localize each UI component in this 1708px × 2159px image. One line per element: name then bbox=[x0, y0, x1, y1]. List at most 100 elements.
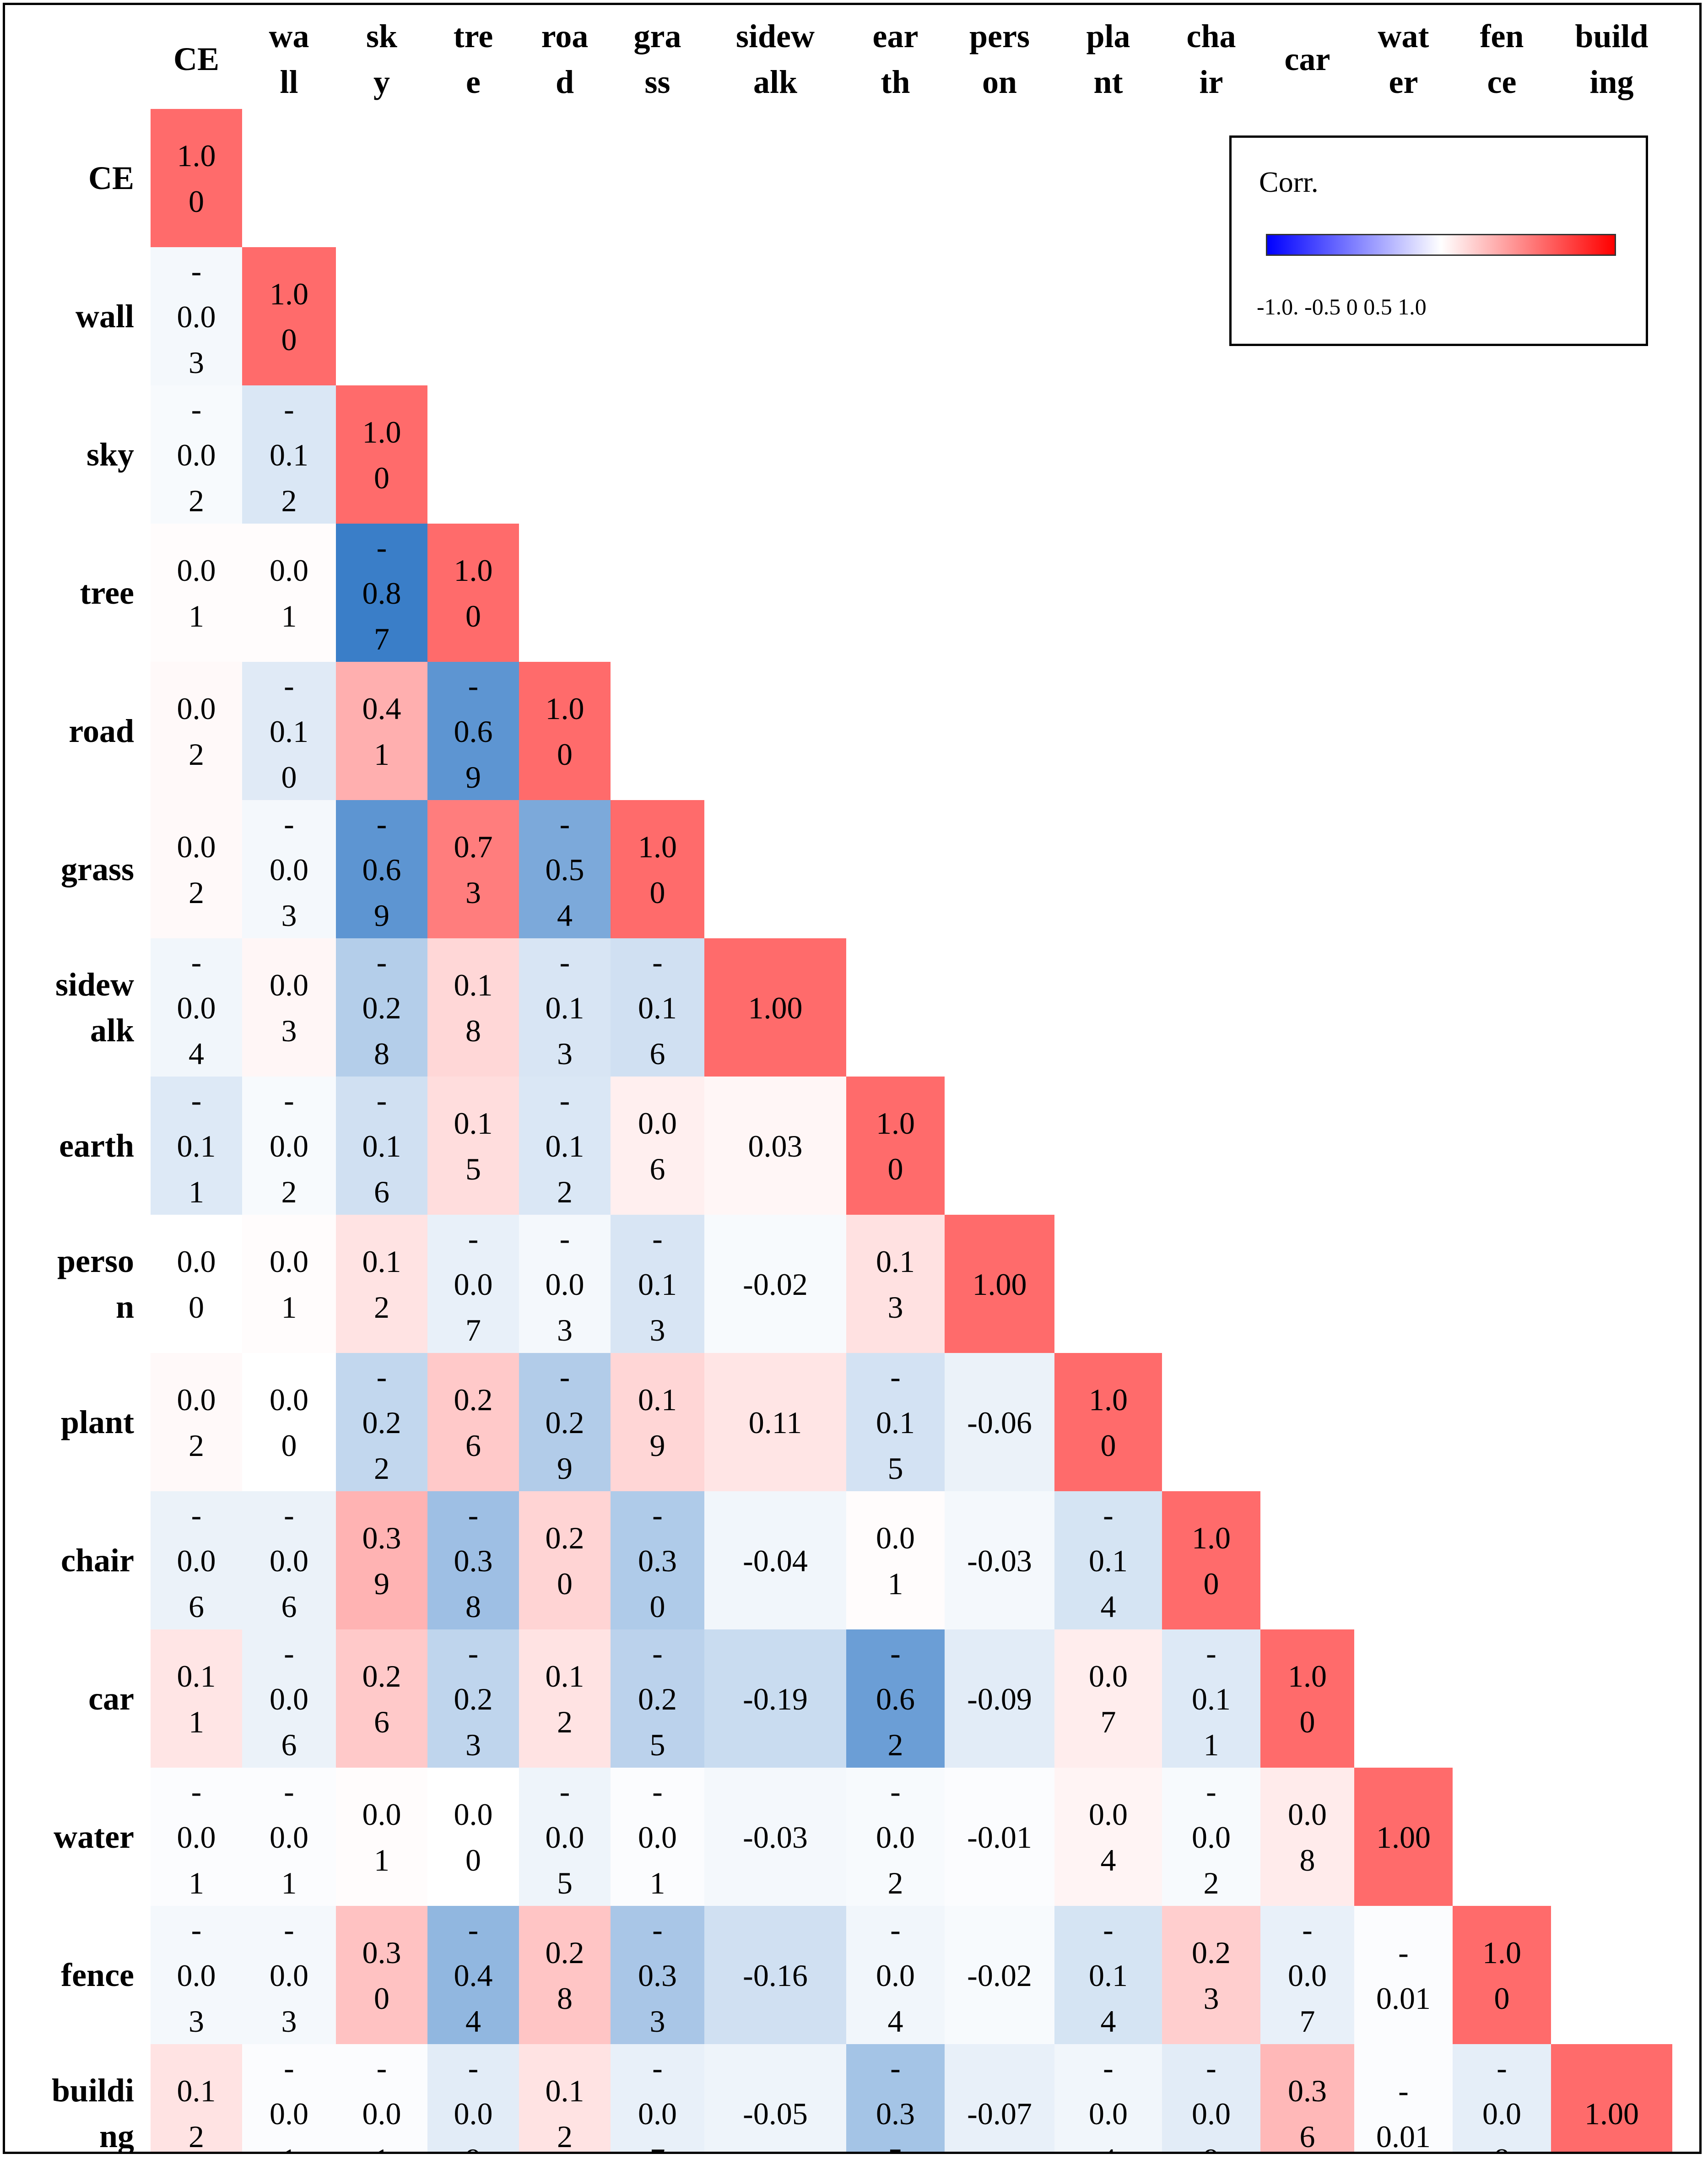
heatmap-cell-fence-plant bbox=[1054, 1906, 1162, 2044]
heatmap-cell-car-plant bbox=[1054, 1629, 1162, 1768]
heatmap-cell-building-person bbox=[945, 2044, 1054, 2152]
row-label-building: buildi ng bbox=[52, 2072, 134, 2152]
cell-label-plant-wall: 0.0 0 bbox=[270, 1382, 308, 1463]
heatmap-cell-chair-road bbox=[519, 1491, 611, 1629]
heatmap-cell-fence-chair bbox=[1162, 1906, 1260, 2044]
heatmap-cell-chair-wall bbox=[242, 1491, 336, 1629]
heatmap-cell-chair-person bbox=[945, 1491, 1054, 1629]
cell-label-water-grass: -0.0 1 bbox=[638, 1774, 677, 1900]
cell-label-water-sidewalk: -0.03 bbox=[743, 1820, 808, 1855]
row-label-car: car bbox=[88, 1680, 134, 1717]
heatmap-cell-person-sidewalk bbox=[704, 1215, 846, 1353]
cell-label-chair-CE: -0.0 6 bbox=[177, 1498, 216, 1624]
cell-label-building-person: -0.07 bbox=[967, 2096, 1032, 2131]
heatmap-cell-building-chair bbox=[1162, 2044, 1260, 2152]
cell-label-plant-earth: -0.1 5 bbox=[876, 1359, 915, 1486]
heatmap-cell-chair-sidewalk bbox=[704, 1491, 846, 1629]
cell-label-earth-earth: 1.0 0 bbox=[876, 1106, 915, 1186]
heatmap-cell-car-car bbox=[1260, 1629, 1354, 1768]
cell-label-grass-road: -0.5 4 bbox=[546, 806, 584, 933]
column-label-car: car bbox=[1285, 41, 1330, 77]
cell-label-building-sidewalk: -0.05 bbox=[743, 2096, 808, 2131]
heatmap-cell-plant-person bbox=[945, 1353, 1054, 1491]
cell-label-building-plant: -0.04 bbox=[1089, 2051, 1128, 2152]
heatmap-cell-car-sky bbox=[336, 1629, 427, 1768]
cell-label-building-tree: -0.09 bbox=[454, 2051, 493, 2152]
heatmap-cell-wall-wall bbox=[242, 247, 336, 385]
cell-label-sidewalk-grass: -0.1 6 bbox=[638, 945, 677, 1071]
cell-label-grass-wall: -0.0 3 bbox=[270, 806, 308, 933]
heatmap-cell-water-wall bbox=[242, 1768, 336, 1906]
cell-label-earth-road: -0.1 2 bbox=[546, 1083, 584, 1209]
heatmap-cell-chair-sky bbox=[336, 1491, 427, 1629]
cell-label-earth-CE: -0.1 1 bbox=[177, 1083, 216, 1209]
heatmap-cell-car-grass bbox=[611, 1629, 704, 1768]
figure-frame: 1.0 0 -0.0 3 1.0 0 -0.0 2 -0.1 2 1.0 0 0.0 1 0.0 1 -0.8 7… bbox=[3, 3, 1702, 2154]
heatmap-cell-fence-water bbox=[1354, 1906, 1453, 2044]
heatmap-cell-building-tree bbox=[427, 2044, 519, 2152]
row-label-plant: plant bbox=[61, 1404, 134, 1440]
heatmap-cell-water-water bbox=[1354, 1768, 1453, 1906]
column-label-building: build ing bbox=[1575, 18, 1648, 100]
heatmap-cell-earth-tree bbox=[427, 1077, 519, 1215]
cell-label-chair-grass: -0.3 0 bbox=[638, 1498, 677, 1624]
cell-label-wall-wall: 1.0 0 bbox=[270, 276, 308, 357]
heatmap-cell-grass-grass bbox=[611, 800, 704, 938]
cell-label-car-plant: 0.0 7 bbox=[1089, 1659, 1128, 1739]
heatmap-cell-car-person bbox=[945, 1629, 1054, 1768]
column-label-sky: sk y bbox=[366, 18, 397, 100]
heatmap-cell-sidewalk-sky bbox=[336, 938, 427, 1077]
column-label-CE: CE bbox=[173, 41, 219, 77]
cell-label-car-person: -0.09 bbox=[967, 1682, 1032, 1716]
cell-label-fence-plant: -0.1 4 bbox=[1089, 1912, 1128, 2039]
heatmap-cell-water-sky bbox=[336, 1768, 427, 1906]
cell-label-plant-tree: 0.2 6 bbox=[454, 1382, 493, 1463]
colorbar-title: Corr. bbox=[1259, 166, 1319, 198]
heatmap-cell-sidewalk-sidewalk bbox=[704, 938, 846, 1077]
cell-label-chair-person: -0.03 bbox=[967, 1543, 1032, 1578]
heatmap-cell-sky-CE bbox=[151, 385, 242, 524]
cell-label-fence-sky: 0.3 0 bbox=[362, 1935, 401, 2016]
row-label-grass: grass bbox=[61, 851, 134, 887]
column-label-person: pers on bbox=[969, 18, 1030, 100]
cell-label-chair-road: 0.2 0 bbox=[546, 1520, 584, 1601]
cell-label-grass-CE: 0.0 2 bbox=[177, 829, 216, 910]
row-label-earth: earth bbox=[59, 1127, 134, 1164]
cell-label-chair-chair: 1.0 0 bbox=[1192, 1520, 1231, 1601]
heatmap-cell-fence-wall bbox=[242, 1906, 336, 2044]
heatmap-cell-car-wall bbox=[242, 1629, 336, 1768]
heatmap-cell-sidewalk-tree bbox=[427, 938, 519, 1077]
cell-label-water-plant: 0.0 4 bbox=[1089, 1797, 1128, 1878]
heatmap-cell-fence-car bbox=[1260, 1906, 1354, 2044]
cell-label-tree-CE: 0.0 1 bbox=[177, 553, 216, 633]
cell-label-fence-earth: -0.0 4 bbox=[876, 1912, 915, 2039]
heatmap-cell-water-sidewalk bbox=[704, 1768, 846, 1906]
heatmap-cell-grass-sky bbox=[336, 800, 427, 938]
heatmap-cell-tree-tree bbox=[427, 524, 519, 662]
cell-label-sky-CE: -0.0 2 bbox=[177, 392, 216, 518]
heatmap-cell-sidewalk-grass bbox=[611, 938, 704, 1077]
heatmap-cell-earth-CE bbox=[151, 1077, 242, 1215]
cell-label-car-chair: -0.1 1 bbox=[1192, 1636, 1231, 1762]
column-label-wall: wa ll bbox=[269, 18, 309, 100]
cell-label-building-wall: -0.01 bbox=[270, 2051, 308, 2152]
cell-label-chair-wall: -0.0 6 bbox=[270, 1498, 308, 1624]
cell-label-road-CE: 0.0 2 bbox=[177, 691, 216, 772]
heatmap-cell-fence-sky bbox=[336, 1906, 427, 2044]
cell-label-person-person: 1.00 bbox=[973, 1267, 1027, 1302]
heatmap-cell-tree-wall bbox=[242, 524, 336, 662]
heatmap-cell-person-wall bbox=[242, 1215, 336, 1353]
cell-label-water-tree: 0.0 0 bbox=[454, 1797, 493, 1878]
column-label-tree: tre e bbox=[454, 18, 493, 100]
cell-label-fence-grass: -0.3 3 bbox=[638, 1912, 677, 2039]
cell-label-person-grass: -0.1 3 bbox=[638, 1221, 677, 1347]
heatmap-cell-water-tree bbox=[427, 1768, 519, 1906]
cell-label-person-sidewalk: -0.02 bbox=[743, 1267, 808, 1302]
cell-label-grass-tree: 0.7 3 bbox=[454, 829, 493, 910]
heatmap-cell-sidewalk-wall bbox=[242, 938, 336, 1077]
heatmap-cell-road-road bbox=[519, 662, 611, 800]
heatmap-cell-earth-earth bbox=[846, 1077, 945, 1215]
cell-label-car-grass: -0.2 5 bbox=[638, 1636, 677, 1762]
heatmap-cell-fence-person bbox=[945, 1906, 1054, 2044]
cell-label-sidewalk-tree: 0.1 8 bbox=[454, 968, 493, 1048]
